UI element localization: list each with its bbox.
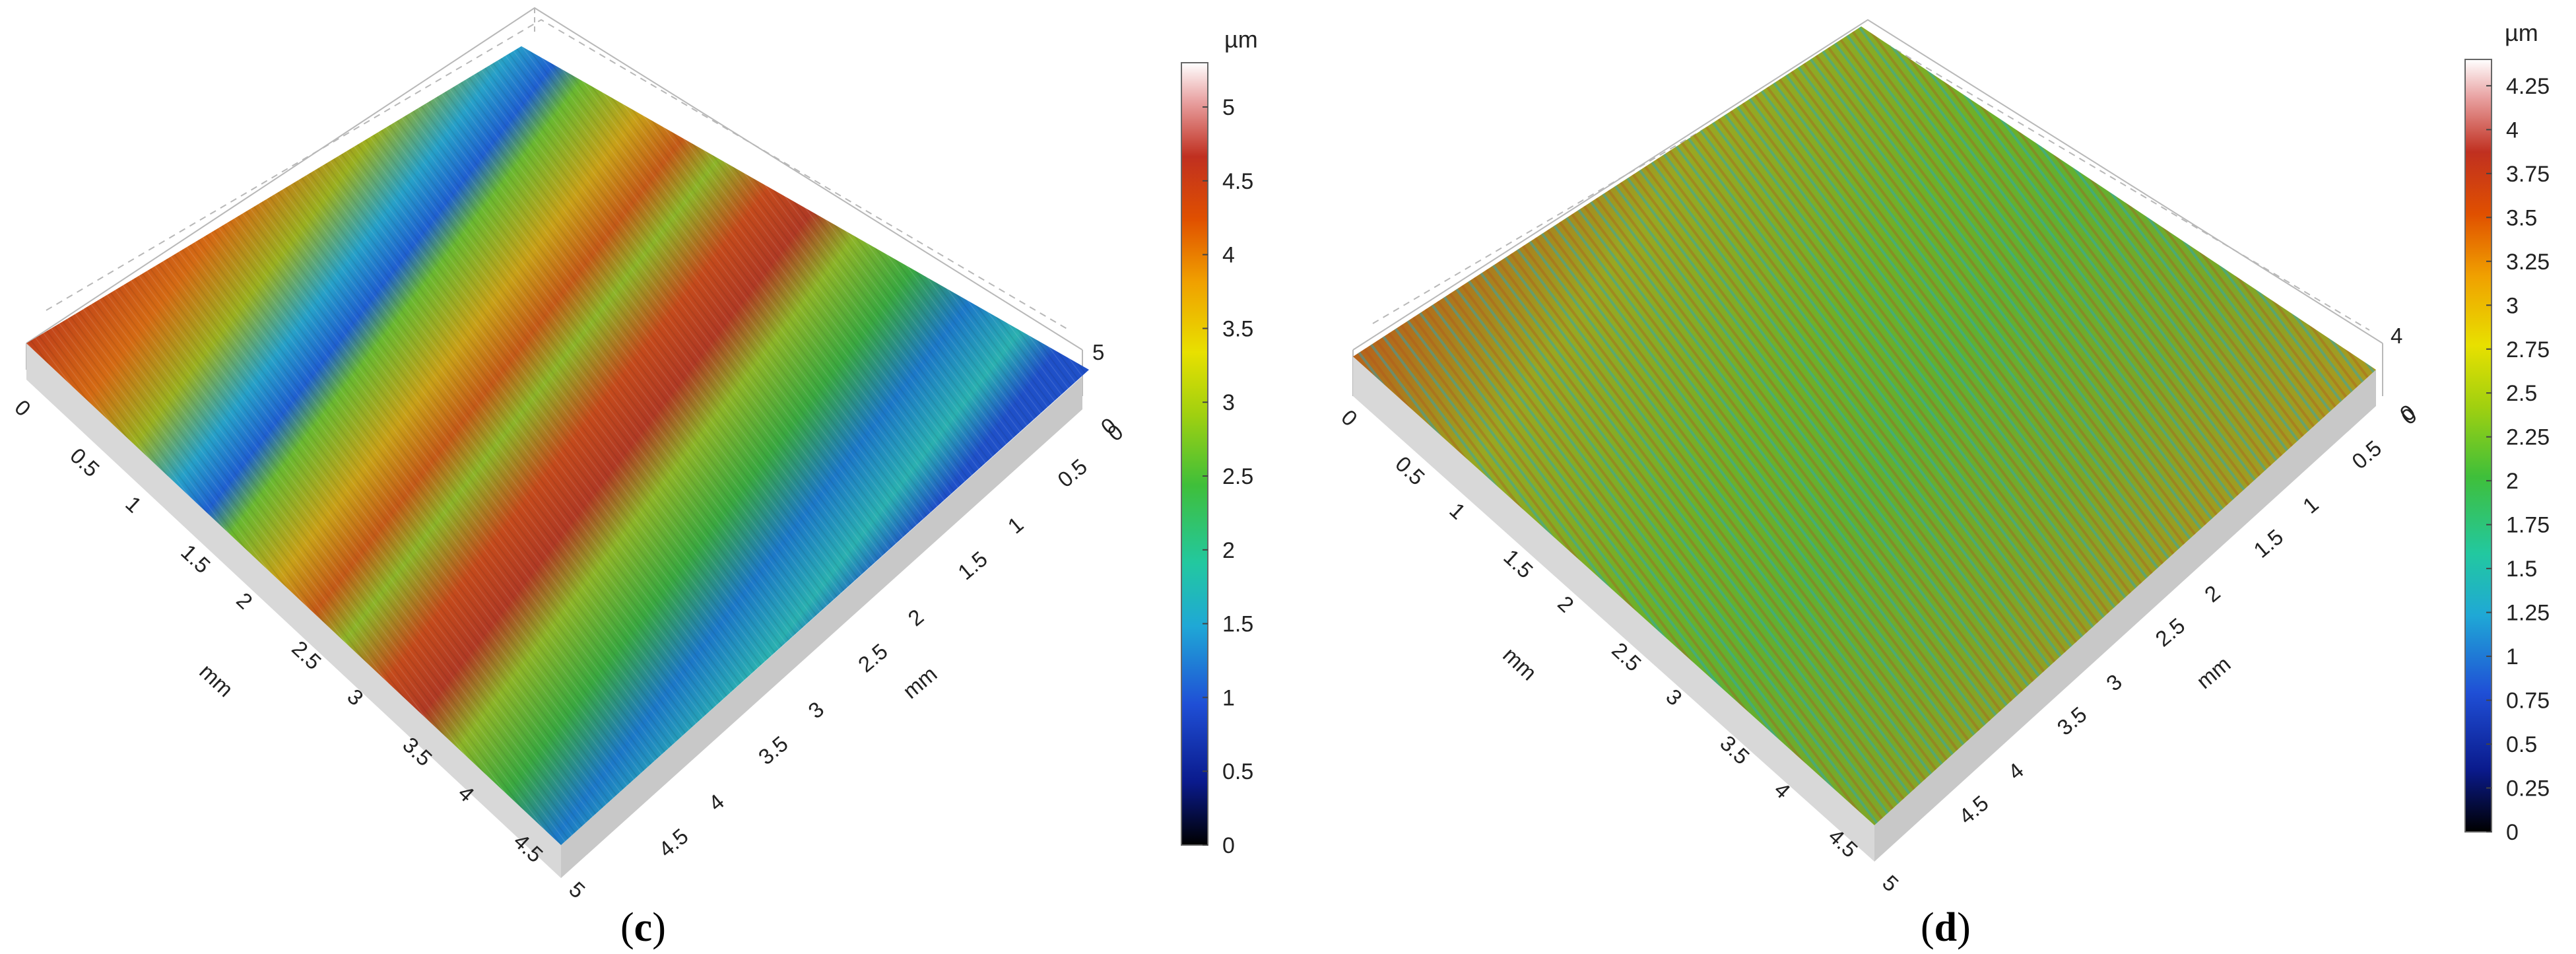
panel-d-front-right-wall [1874,370,2376,862]
panel-c: 00.511.522.533.544.55 00.511.522.533.544… [10,7,1258,950]
panel-c-z-tick-top: 5 [1092,340,1104,364]
panel-c-colorbar: µm 5 4.5 4 3.5 3 2.5 2 1.5 1 0.5 0 [1181,26,1258,858]
colorbar-tick-label: 2.5 [1222,464,1253,489]
panel-d-colorbar-gradient [2464,59,2492,833]
panel-d-right-tick-5: 2.5 [2150,613,2189,652]
panel-d-left-axis-unit: mm [1498,642,1541,685]
panel-d-right-tick-8: 4 [2003,758,2028,784]
colorbar-tick-label: 1.25 [2506,601,2550,626]
panel-c-right-tick-8: 4 [704,789,729,815]
panel-c-front-right-wall [561,376,1082,878]
panel-c-right-tick-7: 3.5 [754,732,793,770]
panel-c-left-tick-2: 1 [121,491,147,518]
panel-c-surface-texture [26,46,1089,845]
colorbar-tick-label: 0.75 [2506,689,2550,714]
colorbar-tick-label: 2 [2506,469,2519,494]
panel-d-z-tick-top: 4 [2391,324,2402,348]
colorbar-tick-label: 3.75 [2506,162,2550,187]
panel-c-left-tick-6: 3 [343,684,368,710]
panel-c-label: (c) [620,905,666,950]
panel-c-colorbar-gradient [1181,62,1208,846]
colorbar-tick-label: 2.5 [2506,381,2537,406]
panel-d-left-tick-10: 5 [1878,870,1903,897]
colorbar-tick-label: 2.75 [2506,337,2550,362]
panel-d-right-tick-9: 4.5 [1954,791,1993,829]
colorbar-tick-label: 1 [1222,685,1235,710]
panel-c-left-tick-1: 0.5 [65,443,104,481]
colorbar-tick-label: 1.5 [2506,557,2537,582]
panel-d-right-tick-7: 3.5 [2053,702,2092,740]
colorbar-tick-label: 0 [1222,833,1235,858]
panel-c-right-tick-9: 4.5 [654,824,693,862]
panel-c-right-tick-2: 1 [1003,512,1028,538]
colorbar-tick-label: 3.25 [2506,250,2550,275]
panel-c-left-tick-0: 0 [10,395,36,421]
colorbar-tick-label: 4.5 [1222,169,1253,194]
panel-d-left-tick-4: 2 [1553,591,1579,617]
panel-c-right-tick-3: 1.5 [953,547,992,585]
panel-d-left-tick-8: 4 [1769,777,1795,803]
colorbar-tick-label: 3.5 [2506,205,2537,230]
panel-c-right-tick-1: 0.5 [1053,454,1092,493]
panel-c-right-tick-5: 2.5 [853,639,892,677]
colorbar-tick-label: 1 [2506,644,2519,669]
colorbar-tick-label: 3 [2506,293,2519,318]
colorbar-tick-label: 0.5 [1222,759,1253,784]
panel-d-colorbar: µm 4.25 4 3.75 3.5 3.25 3 2.75 2.5 2.25 2 1.75 1.5 1… [2464,19,2550,845]
colorbar-tick-label: 5 [1222,95,1235,120]
colorbar-tick-label: 0 [2506,820,2519,845]
panel-d-right-tick-4: 2 [2200,580,2225,607]
panel-d-left-tick-0: 0 [1337,405,1362,431]
panel-c-colorbar-unit: µm [1224,26,1258,53]
panel-d: 00.511.522.533.544.55 00.511.522.533.544… [1337,18,2550,950]
panel-c-left-axis-unit: mm [195,659,238,702]
colorbar-tick-label: 4.25 [2506,74,2550,99]
panel-d-right-tick-6: 3 [2101,669,2127,696]
colorbar-tick-label: 2 [1222,538,1235,563]
panel-c-left-tick-10: 5 [564,877,590,903]
panel-d-surface-texture [1353,26,2376,825]
panel-d-left-tick-2: 1 [1445,498,1470,524]
panel-c-right-axis-unit: mm [898,662,942,704]
colorbar-tick-label: 1.75 [2506,513,2550,538]
panel-d-left-tick-6: 3 [1661,684,1687,710]
colorbar-tick-label: 3 [1222,390,1235,415]
panel-c-left-tick-4: 2 [232,588,257,614]
panel-d-label: (d) [1921,905,1971,950]
panel-d-right-axis-unit: mm [2192,652,2235,694]
colorbar-tick-label: 4 [1222,243,1235,268]
colorbar-tick-label: 4 [2506,118,2519,143]
colorbar-tick-label: 2.25 [2506,425,2550,450]
panel-d-right-tick-3: 1.5 [2249,524,2288,562]
colorbar-tick-label: 0.25 [2506,776,2550,801]
panel-c-colorbar-ticks: 5 4.5 4 3.5 3 2.5 2 1.5 1 0.5 0 [1203,95,1253,858]
panel-c-front-left-wall [26,343,561,878]
panel-c-right-tick-4: 2 [903,604,928,630]
panel-c-right-tick-6: 3 [803,697,828,723]
panel-d-colorbar-ticks: 4.25 4 3.75 3.5 3.25 3 2.75 2.5 2.25 2 1.75 1.5 1.25… [2486,74,2550,845]
colorbar-tick-label: 0.5 [2506,732,2537,757]
panel-d-front-left-wall [1353,357,1874,862]
panel-d-right-tick-1: 0.5 [2347,436,2386,474]
colorbar-tick-label: 3.5 [1222,316,1253,341]
panel-d-colorbar-unit: µm [2505,19,2538,46]
panel-d-right-tick-2: 1 [2298,492,2323,518]
colorbar-tick-label: 1.5 [1222,612,1253,637]
